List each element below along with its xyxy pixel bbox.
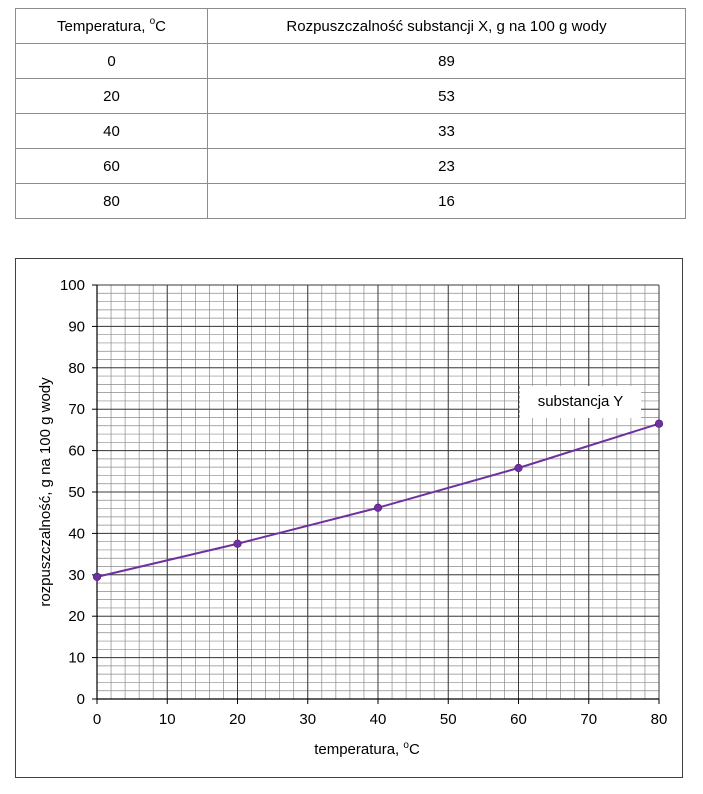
y-tick-label: 40 [68, 525, 85, 542]
table-row: 80 16 [15, 183, 686, 219]
header-temperature: Temperatura, oC [15, 8, 208, 44]
y-tick-label: 30 [68, 567, 85, 584]
x-tick-label: 40 [370, 711, 387, 728]
x-tick-label: 50 [440, 711, 457, 728]
cell-temperature: 80 [15, 183, 208, 219]
series-layer [92, 419, 664, 581]
cell-solubility: 33 [207, 113, 686, 149]
x-tick-label: 60 [510, 711, 527, 728]
y-tick-label: 0 [77, 691, 85, 708]
table-row: 60 23 [15, 148, 686, 184]
header-solubility-x: Rozpuszczalność substancji X, g na 100 g… [207, 8, 686, 44]
solubility-table: Temperatura, oC Rozpuszczalność substanc… [15, 8, 686, 219]
cell-temperature: 40 [15, 113, 208, 149]
data-point [233, 539, 242, 548]
cell-temperature: 20 [15, 78, 208, 114]
x-tick-label: 10 [159, 711, 176, 728]
y-tick-label: 100 [60, 277, 85, 294]
y-tick-label: 10 [68, 650, 85, 667]
y-axis-title: rozpuszczalność, g na 100 g wody [37, 377, 54, 607]
data-point [514, 463, 523, 473]
data-point [654, 419, 664, 428]
x-tick-label: 20 [229, 711, 246, 728]
chart-frame [15, 258, 683, 778]
y-tick-label: 50 [68, 484, 85, 501]
series-legend-label: substancja Y [519, 386, 641, 418]
cell-solubility: 23 [207, 148, 686, 184]
data-point [373, 503, 383, 512]
y-tick-labels: 0 10 20 30 40 50 60 70 80 90 100 [60, 277, 85, 708]
y-tick-label: 90 [68, 318, 85, 335]
cell-solubility: 16 [207, 183, 686, 219]
axes [92, 284, 660, 704]
table-row: 40 33 [15, 113, 686, 149]
x-tick-labels: 0 10 20 30 40 50 60 70 80 [93, 711, 668, 728]
y-tick-label: 60 [68, 443, 85, 460]
x-tick-label: 0 [93, 711, 101, 728]
x-tick-label: 70 [580, 711, 597, 728]
x-tick-label: 80 [651, 711, 668, 728]
x-axis-title: temperatura, oC [314, 740, 420, 758]
y-tick-label: 70 [68, 401, 85, 418]
x-tick-label: 30 [299, 711, 316, 728]
y-tick-label: 20 [68, 608, 85, 625]
y-tick-label: 80 [68, 360, 85, 377]
data-point [92, 572, 102, 581]
table-header-row: Temperatura, oC Rozpuszczalność substanc… [15, 8, 686, 44]
